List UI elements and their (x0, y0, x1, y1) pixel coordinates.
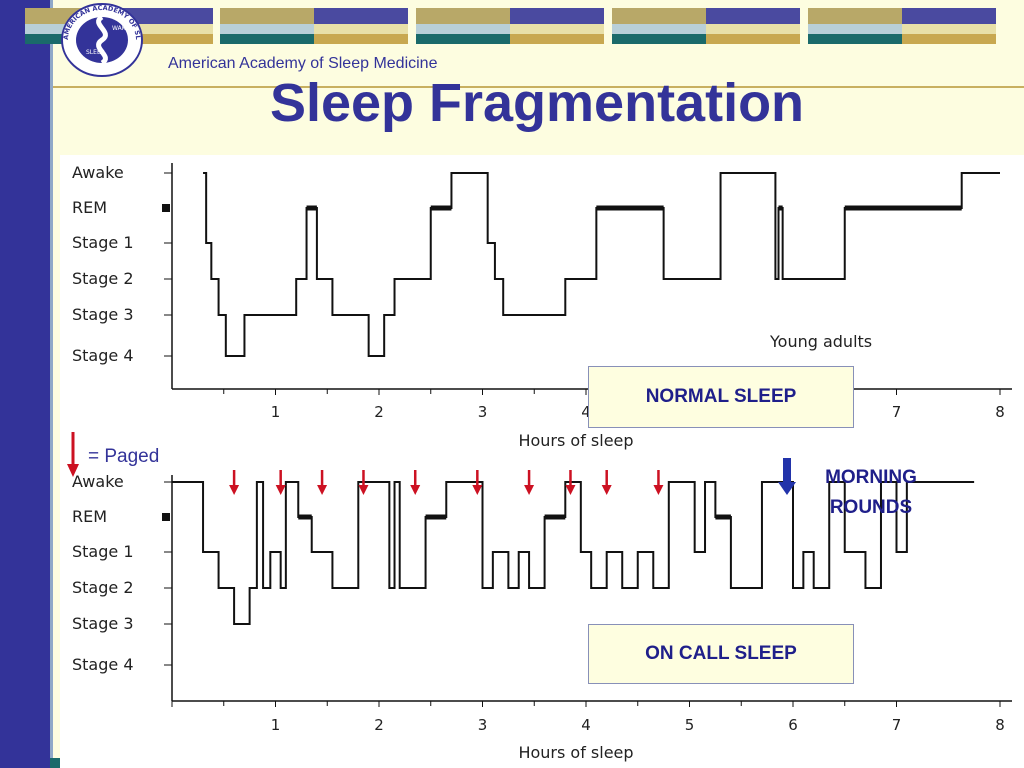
organization-name: American Academy of Sleep Medicine (168, 55, 438, 72)
paged-legend-label: = Paged (88, 446, 160, 467)
x-tick-label: 5 (685, 716, 695, 734)
on-call-sleep-label-box: ON CALL SLEEP (588, 624, 854, 684)
header-decor-strip-4 (612, 8, 800, 44)
seal-sleep-text: SLEEP (86, 49, 105, 56)
rem-marker (162, 513, 170, 521)
paged-legend: = Paged (66, 432, 159, 478)
sidebar-edge (50, 0, 53, 768)
sleep-stage-series (203, 172, 1000, 357)
normal-sleep-label-box: NORMAL SLEEP (588, 366, 854, 428)
header-decor-strip-3 (416, 8, 604, 44)
sleep-stage-series (172, 481, 975, 625)
rem-marker (162, 204, 170, 212)
x-tick-label: 8 (995, 716, 1005, 734)
left-sidebar-bar (0, 0, 50, 768)
y-category-label: Awake (72, 163, 124, 182)
x-tick-label: 7 (892, 716, 902, 734)
paged-arrow-head (653, 485, 664, 495)
sidebar-foot-block (50, 758, 60, 768)
x-tick-label: 8 (995, 403, 1005, 421)
x-tick-label: 4 (581, 403, 591, 421)
paged-arrow-head (317, 485, 328, 495)
header-decor-strip-2 (220, 8, 408, 44)
x-tick-label: 6 (788, 716, 798, 734)
x-axis-title: Hours of sleep (518, 431, 633, 450)
paged-arrow-head (472, 485, 483, 495)
paged-arrow-head (601, 485, 612, 495)
normal-sleep-hypnogram: Awake REM Stage 1 Stage 2 Stage 3 Stage 4 1 2 3 4… (72, 163, 1012, 450)
y-category-label: Stage 1 (72, 542, 134, 561)
chart-panel (60, 155, 1024, 768)
x-tick-label: 2 (374, 716, 384, 734)
y-category-label: Stage 2 (72, 269, 134, 288)
y-category-label: Stage 3 (72, 614, 134, 633)
y-category-label: Stage 4 (72, 655, 134, 674)
y-category-label: Stage 2 (72, 578, 134, 597)
paged-arrow-head (524, 485, 535, 495)
x-tick-label: 7 (892, 403, 902, 421)
on-call-sleep-hypnogram: Awake REM Stage 1 Stage 2 Stage 3 Stage 4 1 2 3 4… (72, 470, 1012, 762)
x-tick-label: 4 (581, 716, 591, 734)
x-tick-label: 3 (478, 716, 488, 734)
y-category-label: REM (72, 198, 107, 217)
y-category-label: Stage 4 (72, 346, 134, 365)
x-axis-title: Hours of sleep (518, 743, 633, 762)
paged-arrow-head (229, 485, 240, 495)
x-tick-label: 3 (478, 403, 488, 421)
red-down-arrow-icon (67, 432, 79, 477)
x-tick-label: 1 (271, 403, 281, 421)
page-title: Sleep Fragmentation (269, 73, 805, 133)
seal-wake-text: WAKE (112, 25, 130, 32)
header-decor-strip-5 (808, 8, 996, 44)
paged-arrow-head (410, 485, 421, 495)
paged-arrow-head (565, 485, 576, 495)
paged-arrow-head (358, 485, 369, 495)
x-tick-label: 1 (271, 716, 281, 734)
y-category-label: Stage 1 (72, 233, 134, 252)
y-category-label: REM (72, 507, 107, 526)
morning-rounds-annotation: MORNING ROUNDS (825, 467, 917, 518)
y-category-label: Stage 3 (72, 305, 134, 324)
chart-annotation: Young adults (769, 332, 872, 351)
header-rule (53, 86, 1024, 88)
paged-arrow-head (275, 485, 286, 495)
x-tick-label: 2 (374, 403, 384, 421)
blue-down-arrow-icon (778, 458, 796, 495)
y-category-label: Awake (72, 472, 124, 491)
hypnogram-charts: Awake REM Stage 1 Stage 2 Stage 3 Stage 4 1 2 3 4… (72, 163, 1012, 762)
aasm-seal-logo: WAKE SLEEP AMERICAN ACADEMY OF SLEEP MED… (60, 2, 143, 77)
